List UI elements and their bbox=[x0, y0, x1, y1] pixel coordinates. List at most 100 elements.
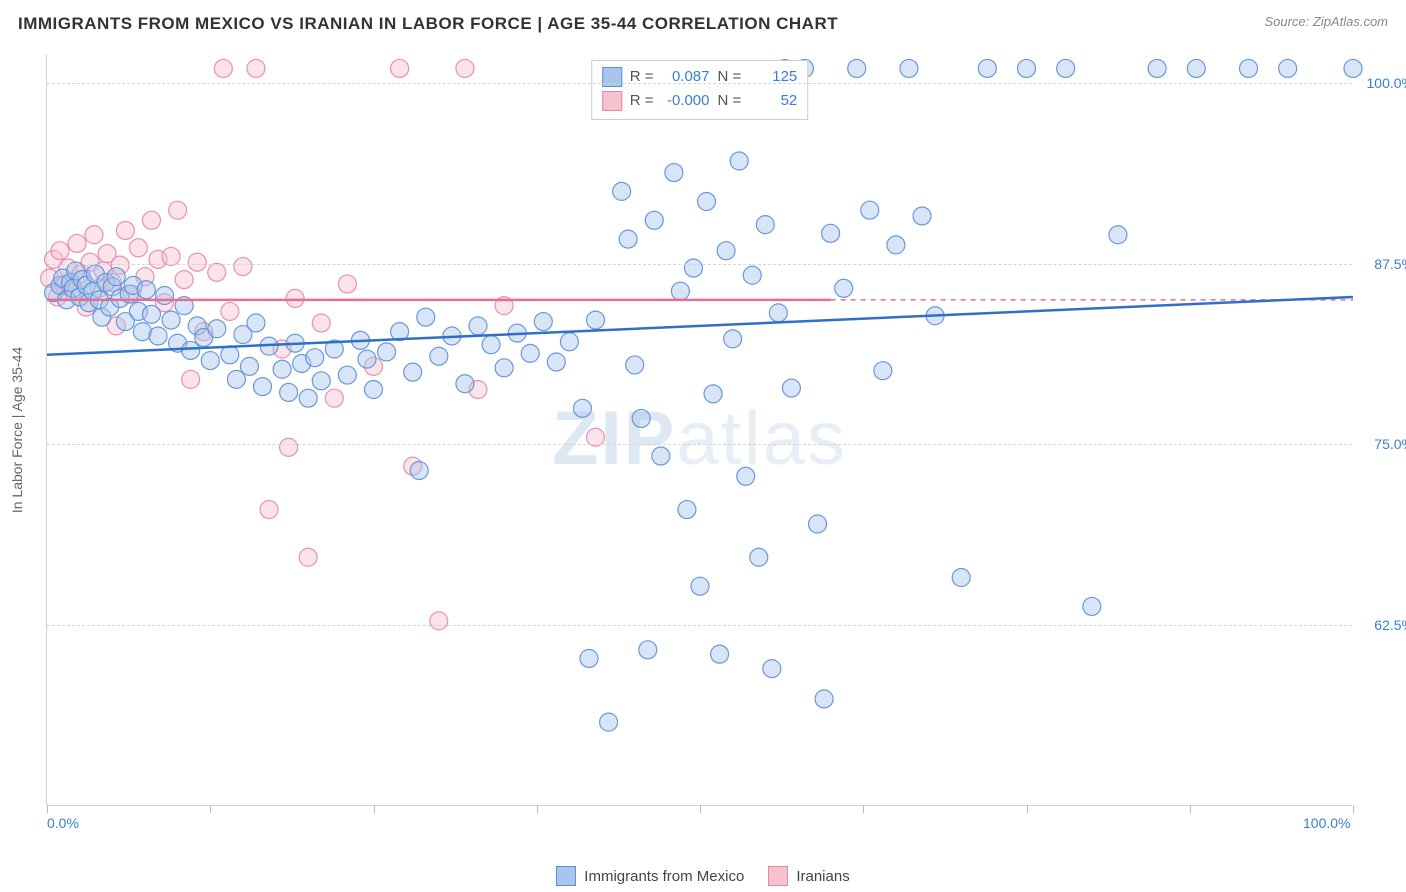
x-tick bbox=[863, 805, 864, 813]
data-point-mexico bbox=[724, 330, 742, 348]
stats-n-label: N = bbox=[718, 89, 742, 113]
data-point-mexico bbox=[639, 641, 657, 659]
data-point-mexico bbox=[1018, 59, 1036, 77]
data-point-mexico bbox=[1344, 59, 1362, 77]
gridline-h bbox=[47, 625, 1352, 626]
data-point-iranian bbox=[456, 59, 474, 77]
data-point-iranian bbox=[85, 226, 103, 244]
data-point-mexico bbox=[280, 383, 298, 401]
data-point-iranian bbox=[175, 271, 193, 289]
y-tick-label: 100.0% bbox=[1367, 75, 1406, 91]
stats-n-value: 52 bbox=[749, 89, 797, 113]
data-point-mexico bbox=[338, 366, 356, 384]
stats-r-label: R = bbox=[630, 89, 654, 113]
legend-swatch-mexico bbox=[602, 67, 622, 87]
data-point-iranian bbox=[169, 201, 187, 219]
data-point-mexico bbox=[600, 713, 618, 731]
data-point-mexico bbox=[887, 236, 905, 254]
data-point-mexico bbox=[1083, 597, 1101, 615]
data-point-iranian bbox=[286, 289, 304, 307]
data-point-iranian bbox=[221, 302, 239, 320]
data-point-mexico bbox=[273, 360, 291, 378]
data-point-iranian bbox=[182, 370, 200, 388]
data-point-mexico bbox=[201, 352, 219, 370]
data-point-mexico bbox=[107, 268, 125, 286]
x-tick-label: 100.0% bbox=[1303, 815, 1350, 831]
data-point-mexico bbox=[1187, 59, 1205, 77]
data-point-mexico bbox=[1240, 59, 1258, 77]
data-point-mexico bbox=[704, 385, 722, 403]
data-point-mexico bbox=[769, 304, 787, 322]
data-point-mexico bbox=[678, 501, 696, 519]
data-point-mexico bbox=[671, 282, 689, 300]
gridline-h bbox=[47, 264, 1352, 265]
stats-r-value: 0.087 bbox=[662, 65, 710, 89]
x-tick bbox=[1353, 805, 1354, 813]
data-point-mexico bbox=[822, 224, 840, 242]
data-point-mexico bbox=[835, 279, 853, 297]
data-point-mexico bbox=[698, 193, 716, 211]
x-tick bbox=[374, 805, 375, 813]
data-point-mexico bbox=[456, 375, 474, 393]
data-point-mexico bbox=[874, 362, 892, 380]
legend-swatch bbox=[556, 866, 576, 886]
data-point-mexico bbox=[156, 287, 174, 305]
y-tick-label: 87.5% bbox=[1374, 256, 1406, 272]
data-point-mexico bbox=[142, 305, 160, 323]
data-point-mexico bbox=[1057, 59, 1075, 77]
data-point-mexico bbox=[521, 344, 539, 362]
data-point-mexico bbox=[763, 660, 781, 678]
data-point-mexico bbox=[1148, 59, 1166, 77]
data-point-iranian bbox=[208, 263, 226, 281]
data-point-iranian bbox=[260, 501, 278, 519]
data-point-mexico bbox=[162, 311, 180, 329]
bottom-legend: Immigrants from Mexico Iranians bbox=[0, 866, 1406, 886]
data-point-mexico bbox=[253, 378, 271, 396]
data-point-mexico bbox=[711, 645, 729, 663]
data-point-iranian bbox=[142, 211, 160, 229]
legend-label: Iranians bbox=[796, 868, 849, 885]
data-point-iranian bbox=[280, 438, 298, 456]
data-point-mexico bbox=[208, 320, 226, 338]
data-point-mexico bbox=[848, 59, 866, 77]
x-tick bbox=[210, 805, 211, 813]
data-point-iranian bbox=[188, 253, 206, 271]
data-point-mexico bbox=[691, 577, 709, 595]
x-tick-label: 0.0% bbox=[47, 815, 79, 831]
data-point-mexico bbox=[587, 311, 605, 329]
data-point-mexico bbox=[482, 336, 500, 354]
gridline-h bbox=[47, 83, 1352, 84]
plot-container: In Labor Force | Age 35-44 ZIPatlas R =0… bbox=[46, 54, 1352, 806]
data-point-mexico bbox=[613, 182, 631, 200]
y-tick-label: 75.0% bbox=[1374, 436, 1406, 452]
stats-n-value: 125 bbox=[749, 65, 797, 89]
legend-label: Immigrants from Mexico bbox=[584, 868, 744, 885]
data-point-mexico bbox=[782, 379, 800, 397]
bottom-legend-item: Immigrants from Mexico bbox=[556, 866, 744, 886]
data-point-mexico bbox=[247, 314, 265, 332]
data-point-mexico bbox=[534, 313, 552, 331]
data-point-mexico bbox=[900, 59, 918, 77]
data-point-mexico bbox=[573, 399, 591, 417]
data-point-mexico bbox=[299, 389, 317, 407]
data-point-iranian bbox=[391, 59, 409, 77]
chart-source: Source: ZipAtlas.com bbox=[1264, 14, 1388, 29]
data-point-mexico bbox=[632, 409, 650, 427]
y-axis-title: In Labor Force | Age 35-44 bbox=[9, 346, 25, 512]
data-point-mexico bbox=[645, 211, 663, 229]
y-tick-label: 62.5% bbox=[1374, 617, 1406, 633]
data-point-mexico bbox=[978, 59, 996, 77]
data-point-mexico bbox=[378, 343, 396, 361]
data-point-mexico bbox=[652, 447, 670, 465]
data-point-mexico bbox=[469, 317, 487, 335]
stats-legend-box: R =0.087N =125R =-0.000N =52 bbox=[591, 60, 809, 120]
data-point-mexico bbox=[756, 216, 774, 234]
plot-area: In Labor Force | Age 35-44 ZIPatlas R =0… bbox=[46, 54, 1352, 806]
legend-swatch-iranian bbox=[602, 91, 622, 111]
data-point-iranian bbox=[325, 389, 343, 407]
data-point-mexico bbox=[365, 381, 383, 399]
stats-row-iranian: R =-0.000N =52 bbox=[602, 89, 798, 113]
data-point-iranian bbox=[116, 221, 134, 239]
data-point-mexico bbox=[743, 266, 761, 284]
data-point-mexico bbox=[306, 349, 324, 367]
